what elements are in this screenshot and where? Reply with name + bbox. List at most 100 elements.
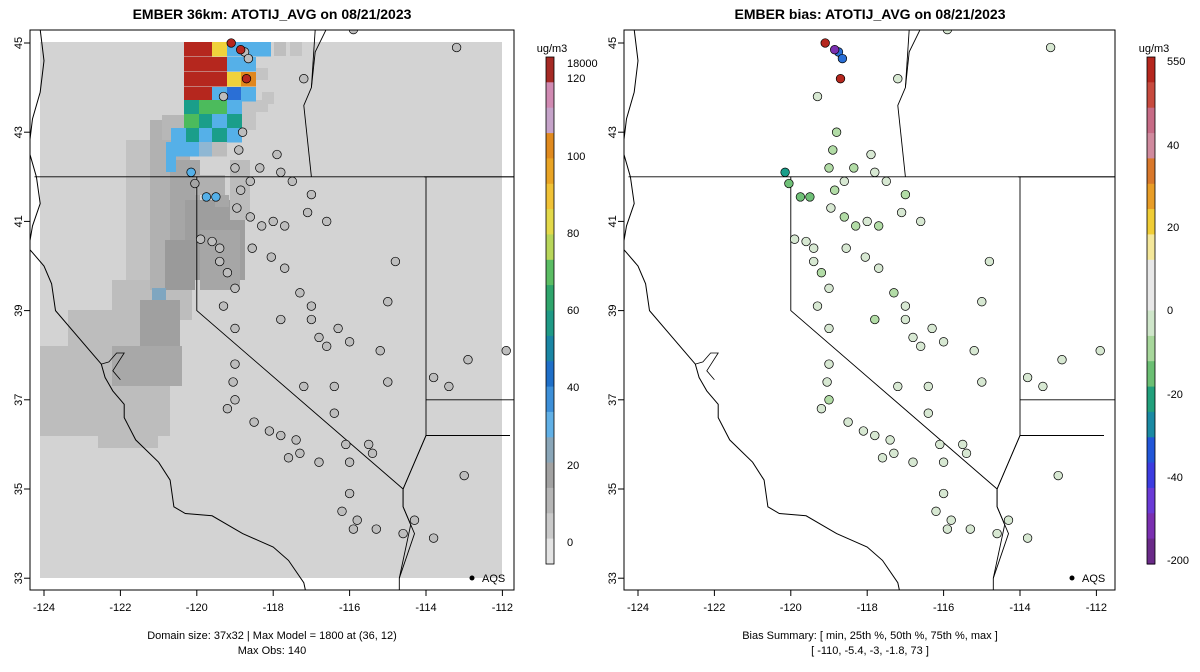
bias-site-marker (896, 207, 907, 218)
model-grid-cell (184, 114, 199, 129)
lon-tick-label: -116 (933, 602, 954, 614)
aqs-legend-marker (1069, 575, 1075, 581)
bias-site-marker (961, 448, 972, 458)
observation-site-marker (236, 185, 246, 195)
observation-site-marker (367, 448, 378, 458)
lon-tick-label: -122 (109, 602, 131, 614)
right-plot-frame (623, 29, 1116, 591)
right-panel-title: EMBER bias: ATOTIJ_AVG on 08/21/2023 (734, 6, 1005, 22)
observation-site-marker (230, 359, 240, 369)
observation-site-marker (371, 524, 381, 534)
bias-site-marker (1038, 381, 1048, 392)
bias-site-marker (885, 435, 895, 445)
bias-site-marker (877, 453, 888, 463)
bias-site-marker (795, 192, 806, 202)
bias-site-marker (789, 234, 800, 244)
state-boundary (996, 176, 1021, 490)
colorbar-segment (546, 234, 554, 261)
bias-site-marker (900, 301, 911, 311)
observation-site-marker (306, 301, 317, 311)
colorbar-segment (546, 386, 554, 413)
model-grid-cell (241, 87, 256, 102)
model-grid-cell (199, 142, 214, 157)
model-grid-cell (184, 72, 199, 87)
right-cbar-label-0: 550 (1167, 56, 1185, 68)
lon-tick-label: -124 (627, 602, 649, 614)
bias-site-marker (908, 332, 918, 343)
lat-tick-label: 37 (13, 394, 25, 406)
observation-site-marker (306, 314, 317, 325)
observation-site-marker (344, 457, 355, 467)
left-legend-label: AQS (482, 573, 505, 585)
left-colorbar-unit: ug/m3 (537, 43, 568, 55)
colorbar-segment (1147, 133, 1155, 160)
bias-site-marker (874, 263, 884, 273)
observation-site-marker (375, 346, 385, 356)
bias-site-marker (824, 283, 834, 293)
observation-site-marker (249, 417, 259, 427)
bay-outline (695, 352, 719, 380)
left-cbar-label-3: 80 (567, 228, 579, 240)
left-cbar-label-5: 40 (567, 382, 579, 394)
colorbar-segment (546, 335, 554, 362)
lat-tick-label: 39 (13, 304, 25, 316)
right-panel: EMBER bias: ATOTIJ_AVG on 08/21/2023 -12… (607, 6, 1189, 657)
state-borders (30, 30, 540, 654)
observation-site-marker (409, 515, 420, 525)
observation-site-marker (257, 221, 267, 231)
lon-tick-label: -114 (1009, 602, 1030, 614)
bias-site-marker (839, 176, 849, 186)
bias-site-marker (839, 212, 849, 222)
colorbar-segment (546, 361, 554, 388)
model-grid-cell (152, 288, 166, 300)
observation-site-marker (247, 243, 257, 253)
lat-tick-label: 37 (607, 394, 619, 406)
bias-site-marker (862, 216, 872, 227)
observation-site-marker (390, 256, 401, 267)
lat-tick-label: 35 (13, 483, 25, 495)
right-axes: -124 -122 -120 -118 -116 -114 -112 45 43 41 39 37 35… (607, 37, 1107, 614)
bias-site-marker (870, 314, 880, 325)
bias-site-marker (830, 45, 840, 55)
colorbar-segment (1147, 538, 1155, 565)
right-cbar-label-2: 20 (1167, 222, 1179, 234)
observation-site-marker (241, 74, 252, 84)
state-boundary (310, 30, 327, 88)
model-grid-cell (256, 68, 268, 80)
bias-site-marker (908, 457, 918, 467)
model-grid-cell (199, 100, 214, 115)
bay-outline (101, 352, 125, 380)
bias-site-marker (831, 127, 842, 137)
observation-site-marker (428, 372, 439, 383)
observation-site-marker (232, 203, 242, 213)
state-boundary (395, 592, 540, 654)
bias-site-marker (1022, 533, 1033, 543)
observation-site-marker (276, 167, 286, 177)
observation-site-marker (322, 216, 332, 227)
left-cbar-label-0: 18000 (567, 58, 598, 70)
model-grid-cell (184, 87, 199, 102)
bias-site-marker (893, 381, 903, 392)
bias-site-marker (923, 381, 933, 392)
model-grid-cell (212, 142, 227, 157)
state-boundary (897, 87, 906, 177)
observation-site-marker (299, 74, 309, 84)
left-cbar-label-1: 120 (567, 73, 585, 85)
bias-site-marker (866, 149, 876, 160)
colorbar-segment (546, 310, 554, 337)
colorbar-segment (1147, 57, 1155, 83)
observation-site-marker (195, 234, 206, 244)
model-grid-cell (199, 72, 214, 87)
left-panel: EMBER 36km: ATOTIJ_AVG on 08/21/2023 -12… (13, 6, 598, 657)
bias-site-marker (824, 323, 834, 334)
lon-tick-label: -116 (339, 602, 360, 614)
observation-site-marker (451, 42, 462, 53)
observation-sites (186, 30, 511, 543)
model-grid-cell (199, 114, 214, 129)
observation-site-marker (428, 533, 439, 543)
model-grid-cell (212, 114, 227, 129)
lat-tick-label: 33 (607, 572, 619, 584)
colorbar-segment (1147, 107, 1155, 134)
observation-site-marker (266, 252, 276, 262)
